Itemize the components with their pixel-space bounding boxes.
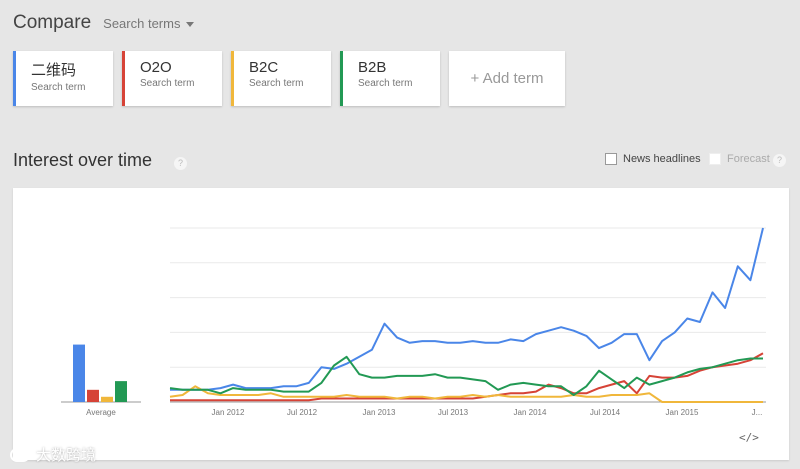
search-terms-dropdown[interactable]: Search terms xyxy=(103,16,195,31)
term-card-1[interactable]: 二维码 Search term xyxy=(13,51,113,106)
average-bar xyxy=(101,396,113,402)
x-tick-label: Jul 2012 xyxy=(287,408,318,417)
x-tick-label: Jul 2014 xyxy=(590,408,621,417)
term-card-2[interactable]: O2O Search term xyxy=(122,51,222,106)
average-bar xyxy=(87,389,99,402)
search-term-cards: 二维码 Search term O2O Search term B2C Sear… xyxy=(13,51,565,106)
news-headlines-label: News headlines xyxy=(623,153,701,165)
watermark: 大数跨境 xyxy=(10,444,96,465)
embed-code-icon[interactable]: </> xyxy=(739,431,759,444)
chevron-down-icon xyxy=(186,22,195,27)
series-line xyxy=(169,385,763,403)
x-tick-label: J... xyxy=(752,408,763,417)
forecast-checkbox[interactable] xyxy=(709,153,721,165)
average-label: Average xyxy=(86,408,116,417)
page-title: Compare xyxy=(13,12,92,33)
term-label: O2O xyxy=(140,59,172,76)
news-headlines-checkbox[interactable] xyxy=(605,153,617,165)
add-term-button[interactable]: + Add term xyxy=(449,51,565,106)
interest-chart: Average Jan 2012 Jul 2012 Jan 2013 Jul 2013 J… xyxy=(61,227,766,417)
series-line xyxy=(170,352,764,402)
help-icon[interactable]: ? xyxy=(773,154,786,167)
forecast-label: Forecast xyxy=(727,153,770,165)
news-headlines-option[interactable]: News headlines xyxy=(605,153,701,165)
term-type-label: Search term xyxy=(358,78,413,89)
average-bar xyxy=(73,344,85,402)
term-type-label: Search term xyxy=(31,82,86,93)
term-label: 二维码 xyxy=(31,62,77,79)
x-tick-label: Jan 2014 xyxy=(514,408,547,417)
help-icon[interactable]: ? xyxy=(174,157,187,170)
chart-panel: Average Jan 2012 Jul 2012 Jan 2013 Jul 2013 J… xyxy=(13,188,789,460)
forecast-option[interactable]: Forecast xyxy=(709,153,770,165)
term-card-3[interactable]: B2C Search term xyxy=(231,51,331,106)
x-tick-label: Jan 2015 xyxy=(666,408,699,417)
search-terms-label: Search terms xyxy=(103,16,181,31)
series-line xyxy=(170,227,764,391)
series-line xyxy=(169,355,763,396)
x-tick-label: Jul 2013 xyxy=(438,408,469,417)
term-label: B2C xyxy=(249,59,279,76)
term-card-4[interactable]: B2B Search term xyxy=(340,51,440,106)
average-bar xyxy=(115,381,127,402)
section-title: Interest over time xyxy=(13,150,153,170)
x-tick-label: Jan 2013 xyxy=(363,408,396,417)
term-type-label: Search term xyxy=(140,78,195,89)
term-label: B2B xyxy=(358,59,387,76)
x-tick-label: Jan 2012 xyxy=(212,408,245,417)
term-type-label: Search term xyxy=(249,78,304,89)
watermark-logo-icon xyxy=(10,447,30,462)
compare-header: Compare Search terms xyxy=(13,12,195,34)
